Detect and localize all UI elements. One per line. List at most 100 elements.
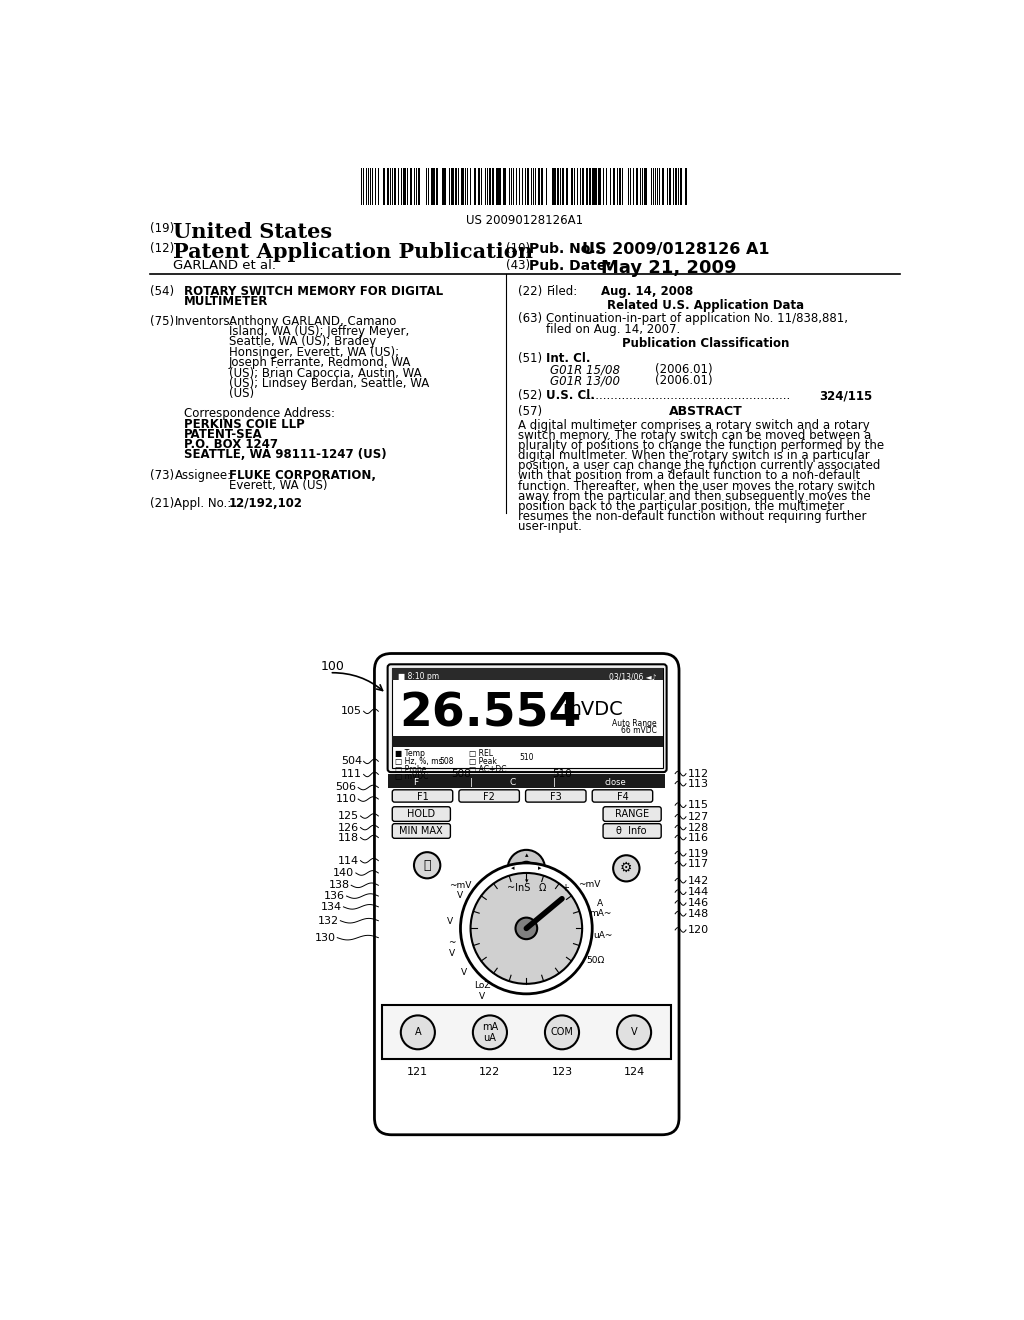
- Bar: [662, 168, 665, 205]
- Text: 134: 134: [321, 902, 342, 912]
- Bar: [416, 168, 417, 205]
- Text: Anthony GARLAND, Camano: Anthony GARLAND, Camano: [228, 314, 396, 327]
- Bar: [580, 168, 582, 205]
- Text: (73): (73): [150, 469, 174, 482]
- Text: HOLD: HOLD: [407, 809, 435, 818]
- Text: FLUKE CORPORATION,: FLUKE CORPORATION,: [228, 469, 376, 482]
- Text: plurality of positions to change the function performed by the: plurality of positions to change the fun…: [518, 440, 884, 451]
- Bar: [557, 168, 559, 205]
- Bar: [652, 168, 654, 205]
- Text: 119: 119: [687, 849, 709, 859]
- Text: 122: 122: [479, 1067, 501, 1077]
- Text: 510: 510: [552, 770, 571, 779]
- Text: Correspondence Address:: Correspondence Address:: [183, 407, 335, 420]
- Text: PERKINS COIE LLP: PERKINS COIE LLP: [183, 418, 304, 430]
- Bar: [489, 168, 490, 205]
- Text: □ Hz, %, ms: □ Hz, %, ms: [394, 756, 442, 766]
- Bar: [484, 168, 486, 205]
- Text: G01R 15/08: G01R 15/08: [550, 363, 621, 376]
- Bar: [436, 168, 438, 205]
- Bar: [470, 168, 471, 205]
- Text: ▾: ▾: [524, 878, 528, 884]
- Text: Int. Cl.: Int. Cl.: [547, 352, 591, 366]
- Text: □ mVDC: □ mVDC: [394, 772, 428, 781]
- Text: 124: 124: [624, 1067, 645, 1077]
- Text: Ⓘ: Ⓘ: [423, 859, 431, 871]
- Text: 113: 113: [687, 779, 709, 788]
- Text: 118: 118: [338, 833, 359, 842]
- Text: V: V: [631, 1027, 637, 1038]
- Text: F4: F4: [616, 792, 629, 803]
- Bar: [538, 168, 541, 205]
- Bar: [640, 168, 641, 205]
- Bar: [685, 168, 687, 205]
- Text: 127: 127: [687, 812, 709, 822]
- Text: with that position from a default function to a non-default: with that position from a default functi…: [518, 470, 860, 483]
- Text: (43): (43): [506, 259, 530, 272]
- Text: Related U.S. Application Data: Related U.S. Application Data: [607, 298, 804, 312]
- Bar: [527, 168, 529, 205]
- Text: 117: 117: [687, 859, 709, 869]
- Text: Assignee:: Assignee:: [174, 469, 231, 482]
- Text: A
mA~: A mA~: [589, 899, 611, 919]
- Text: 105: 105: [341, 706, 362, 717]
- Text: 148: 148: [687, 908, 709, 919]
- Bar: [577, 168, 579, 205]
- Text: 110: 110: [336, 795, 356, 804]
- Text: V: V: [461, 968, 467, 977]
- Bar: [589, 168, 592, 205]
- Text: ▴: ▴: [524, 853, 528, 858]
- Text: U.S. Cl.: U.S. Cl.: [547, 389, 595, 403]
- Text: 130: 130: [314, 933, 336, 942]
- Bar: [499, 168, 501, 205]
- Bar: [400, 168, 402, 205]
- Text: 324/115: 324/115: [819, 389, 872, 403]
- Text: (63): (63): [518, 313, 542, 326]
- Text: C: C: [510, 777, 516, 787]
- Text: A: A: [415, 1027, 421, 1038]
- Text: P.O. BOX 1247: P.O. BOX 1247: [183, 438, 278, 451]
- Text: MULTIMETER: MULTIMETER: [183, 296, 268, 309]
- Circle shape: [617, 1015, 651, 1049]
- FancyBboxPatch shape: [392, 807, 451, 821]
- Text: Inventors:: Inventors:: [174, 314, 234, 327]
- Text: (10): (10): [506, 242, 530, 255]
- Text: 50Ω: 50Ω: [587, 956, 605, 965]
- Text: SEATTLE, WA 98111-1247 (US): SEATTLE, WA 98111-1247 (US): [183, 447, 386, 461]
- Text: position, a user can change the function currently associated: position, a user can change the function…: [518, 459, 881, 473]
- Text: (52): (52): [518, 389, 542, 403]
- Text: |: |: [470, 777, 473, 787]
- Bar: [628, 168, 630, 205]
- Bar: [644, 168, 646, 205]
- Text: 66 mVDC: 66 mVDC: [621, 726, 656, 735]
- Text: Continuation-in-part of application No. 11/838,881,: Continuation-in-part of application No. …: [547, 313, 849, 326]
- Text: 142: 142: [687, 875, 709, 886]
- Circle shape: [471, 873, 583, 983]
- Text: 508: 508: [439, 756, 454, 766]
- Text: (2006.01): (2006.01): [655, 374, 713, 387]
- Text: US 2009/0128126 A1: US 2009/0128126 A1: [583, 242, 770, 256]
- Bar: [532, 168, 535, 205]
- Text: □ Peak: □ Peak: [469, 756, 497, 766]
- Bar: [362, 168, 365, 205]
- Text: 111: 111: [341, 770, 362, 779]
- Bar: [478, 168, 480, 205]
- Text: 144: 144: [687, 887, 709, 898]
- Text: (US); Lindsey Berdan, Seattle, WA: (US); Lindsey Berdan, Seattle, WA: [228, 378, 429, 391]
- Bar: [461, 168, 464, 205]
- Bar: [509, 168, 510, 205]
- Circle shape: [508, 850, 545, 887]
- Text: 100: 100: [321, 660, 344, 673]
- Text: Pub. No.:: Pub. No.:: [529, 242, 601, 256]
- Text: 126: 126: [338, 822, 359, 833]
- Bar: [431, 168, 432, 205]
- Bar: [383, 168, 385, 205]
- Bar: [443, 168, 445, 205]
- Circle shape: [461, 863, 592, 994]
- Text: PATENT-SEA: PATENT-SEA: [183, 428, 262, 441]
- Text: 114: 114: [338, 855, 359, 866]
- Text: ⚙: ⚙: [621, 862, 633, 875]
- Circle shape: [515, 917, 538, 940]
- Text: position back to the particular position, the multimeter: position back to the particular position…: [518, 500, 844, 513]
- Bar: [598, 168, 601, 205]
